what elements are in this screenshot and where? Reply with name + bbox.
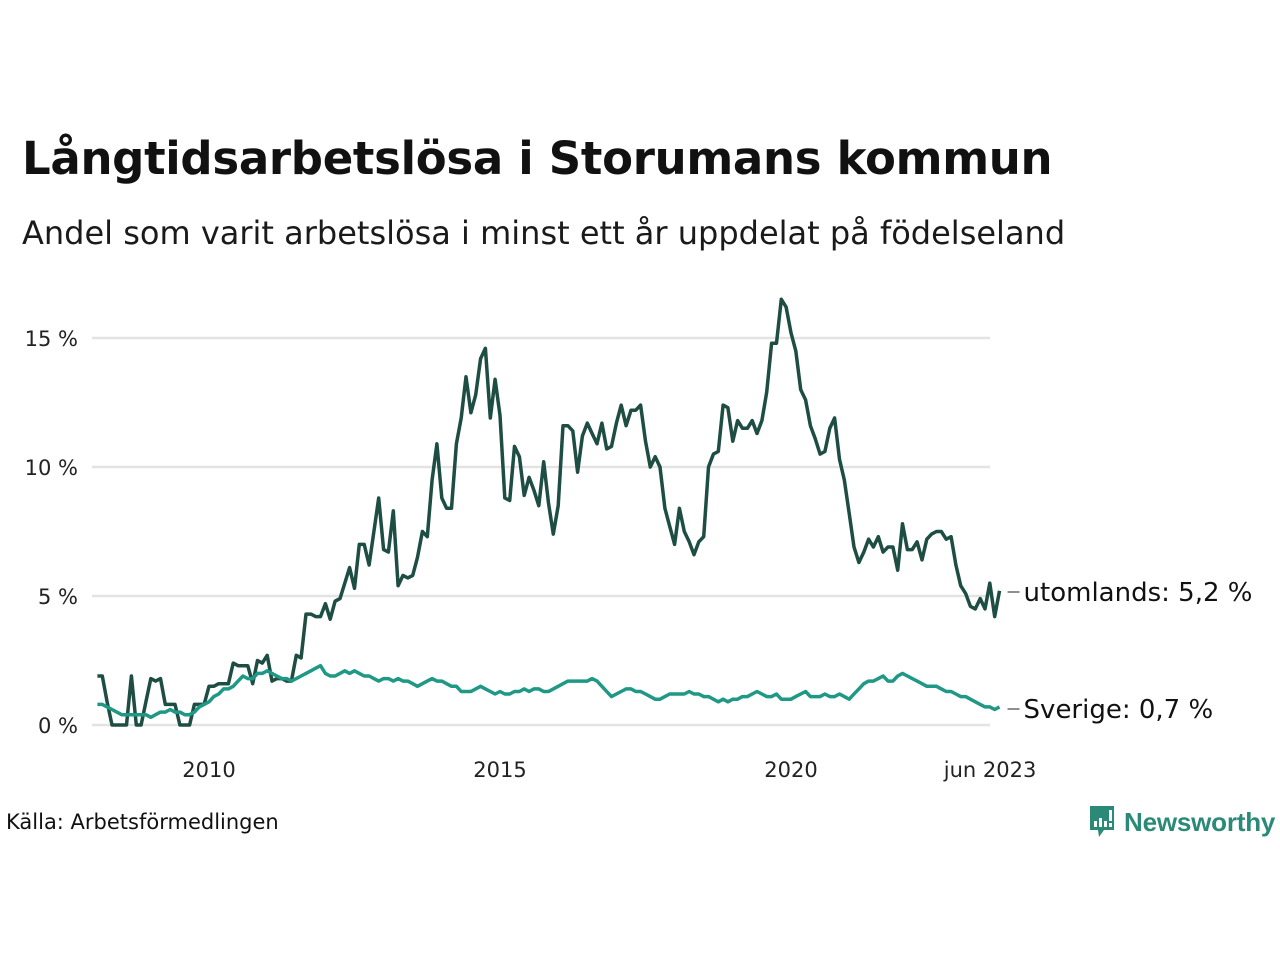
brand-logo: Newsworthy xyxy=(1088,804,1275,840)
y-tick-label: 0 % xyxy=(38,714,78,738)
series-end-labels: utomlands: 5,2 % Sverige: 0,7 % xyxy=(1007,578,1253,725)
gridlines xyxy=(92,336,990,727)
series-line-utomlands xyxy=(97,297,1002,727)
series-lines xyxy=(97,297,1002,727)
source-note: Källa: Arbetsförmedlingen xyxy=(6,810,279,834)
chart-subtitle: Andel som varit arbetslösa i minst ett å… xyxy=(22,214,1066,252)
x-tick-label: 2010 xyxy=(182,758,235,782)
chart-title: Långtidsarbetslösa i Storumans kommun xyxy=(22,132,1053,185)
y-tick-label: 5 % xyxy=(38,585,78,609)
x-tick-label: jun 2023 xyxy=(943,758,1037,782)
x-tick-label: 2015 xyxy=(473,758,526,782)
x-tick-label: 2020 xyxy=(764,758,817,782)
brand-name: Newsworthy xyxy=(1124,806,1276,837)
end-label-utomlands: utomlands: 5,2 % xyxy=(1024,578,1253,608)
series-line-sverige xyxy=(97,663,1001,720)
x-axis-ticks: 2010 2015 2020 jun 2023 xyxy=(182,758,1036,782)
y-tick-label: 15 % xyxy=(25,327,78,351)
chart-speech-bubble-icon xyxy=(1090,806,1114,837)
y-axis-ticks: 0 % 5 % 10 % 15 % xyxy=(25,327,78,738)
end-label-sverige: Sverige: 0,7 % xyxy=(1024,695,1214,725)
y-tick-label: 10 % xyxy=(25,456,78,480)
